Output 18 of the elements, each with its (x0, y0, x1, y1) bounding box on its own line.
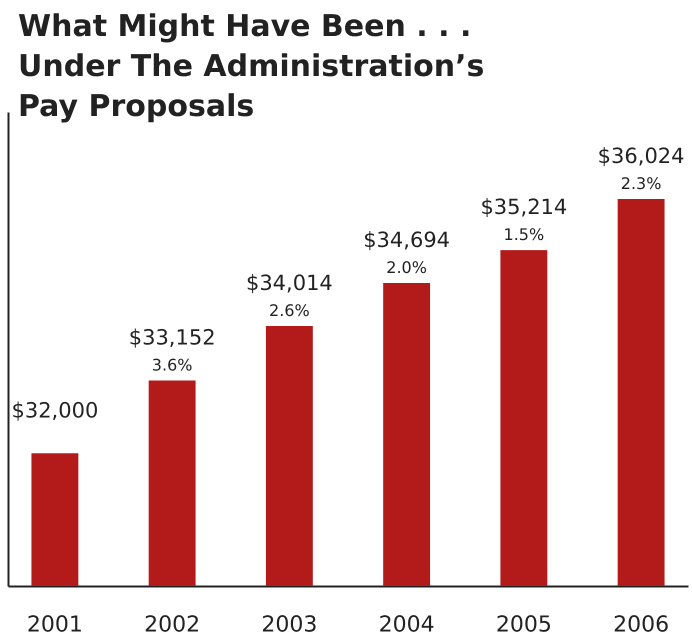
annotation: 3.6% (152, 355, 192, 374)
x-tick-label: 2001 (26, 612, 83, 638)
data-label: $35,214 (480, 195, 568, 220)
data-label: $36,024 (598, 144, 685, 168)
annotation: 1.5% (504, 225, 544, 244)
x-tick-label: 2002 (144, 612, 200, 638)
annotation: 2.3% (620, 174, 662, 193)
annotation: 2.6% (269, 300, 310, 320)
x-tick-label: 2005 (496, 612, 552, 638)
data-label: $34,014 (246, 270, 333, 295)
data-label: $32,000 (11, 398, 98, 422)
data-label: $34,694 (363, 228, 450, 252)
x-tick-label: 2004 (378, 612, 435, 638)
chart-title: What Might Have Been . . . Under The Administration’s Pay Proposals (18, 9, 484, 124)
x-tick-label: 2006 (613, 612, 670, 638)
annotation: 2.0% (386, 258, 427, 278)
data-label: $33,152 (128, 325, 216, 350)
x-tick-label: 2003 (261, 612, 318, 638)
